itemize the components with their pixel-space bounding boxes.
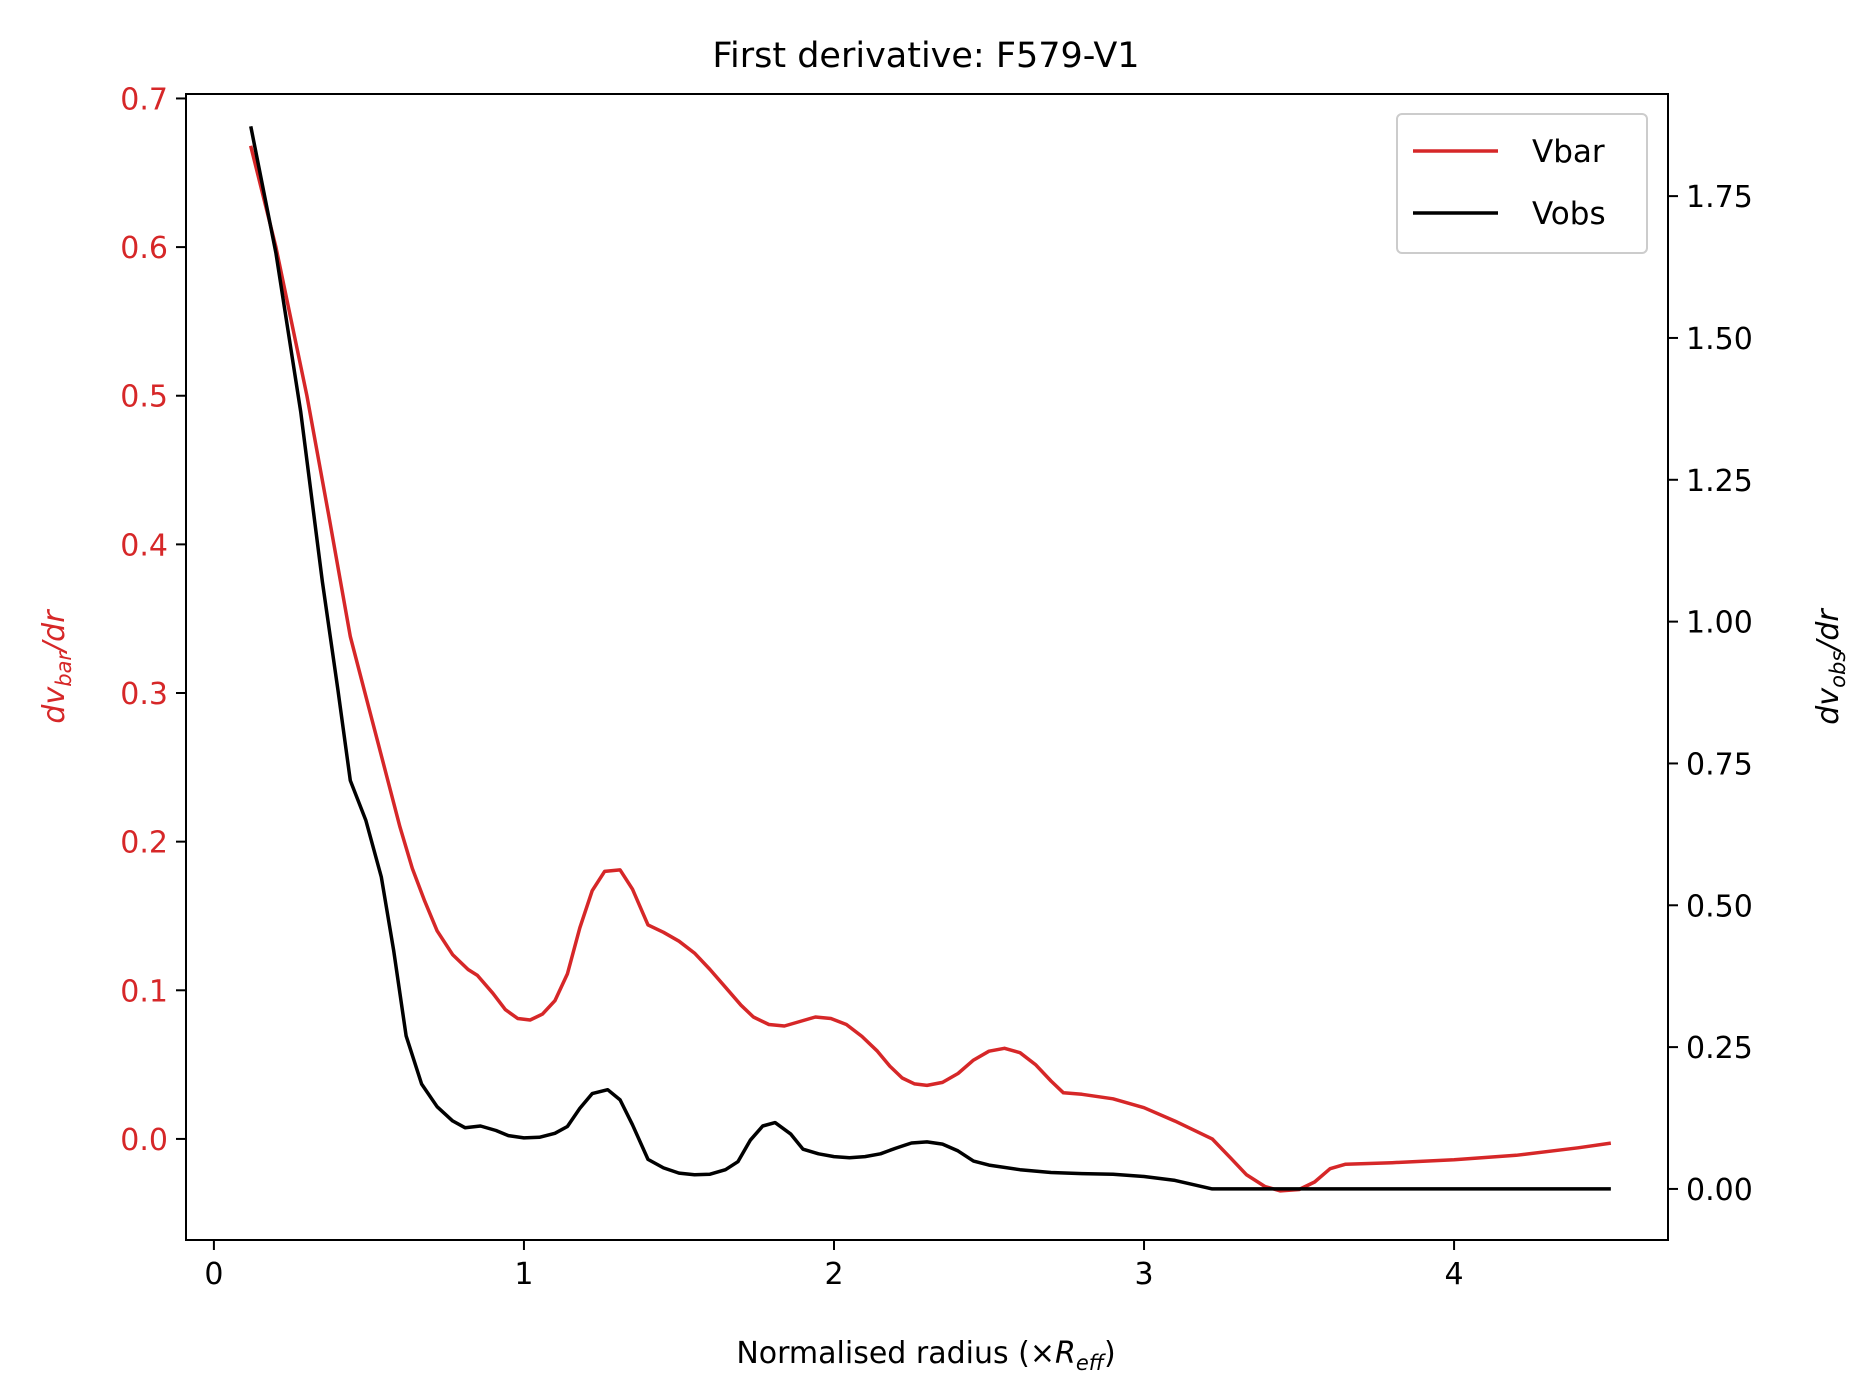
legend-vobs-label: Vobs <box>1532 196 1606 232</box>
series-layer <box>248 125 1612 1193</box>
legend-vbar-label: Vbar <box>1532 134 1605 170</box>
y-right-tick-label: 1.00 <box>1686 606 1753 641</box>
legend-box <box>1396 113 1648 254</box>
x-tick-label: 2 <box>824 1257 843 1292</box>
y-left-tick-label: 0.3 <box>120 677 168 712</box>
y-right-tick-label: 0.00 <box>1686 1173 1753 1208</box>
x-axis: 0 1 2 3 4 <box>204 1240 1464 1292</box>
y-left-tick-label: 0.2 <box>120 826 168 861</box>
series-line-vobs <box>249 125 1611 1191</box>
series-line-vbar <box>248 145 1612 1193</box>
x-tick-label: 4 <box>1445 1257 1464 1292</box>
x-tick-label: 1 <box>514 1257 533 1292</box>
y-left-axis-label: dvbar/dr <box>37 609 76 724</box>
x-tick-label: 0 <box>204 1257 223 1292</box>
legend: Vbar Vobs <box>1396 113 1648 254</box>
y-right-tick-label: 0.25 <box>1686 1031 1753 1066</box>
y-right-axis-label: dvobs/dr <box>1811 608 1850 725</box>
y-left-tick-label: 0.6 <box>120 231 168 266</box>
y-left-tick-label: 0.7 <box>120 82 168 117</box>
y-left-tick-label: 0.1 <box>120 974 168 1009</box>
x-axis-label: Normalised radius (×Reff) <box>736 1336 1115 1375</box>
plot-frame <box>185 93 1669 1241</box>
y-right-tick-label: 0.75 <box>1686 747 1753 782</box>
y-right-tick-label: 1.25 <box>1686 464 1753 499</box>
y-left-tick-label: 0.0 <box>120 1123 168 1158</box>
chart-title: First derivative: F579-V1 <box>712 36 1139 76</box>
y-left-tick-label: 0.4 <box>120 528 168 563</box>
y-left-axis: 0.0 0.1 0.2 0.3 0.4 0.5 0.6 0.7 <box>120 82 186 1158</box>
y-right-tick-label: 1.50 <box>1686 322 1753 357</box>
y-right-tick-label: 1.75 <box>1686 180 1753 215</box>
y-right-tick-label: 0.50 <box>1686 889 1753 924</box>
y-left-tick-label: 0.5 <box>120 380 168 415</box>
x-tick-label: 3 <box>1134 1257 1153 1292</box>
y-right-axis: 0.00 0.25 0.50 0.75 1.00 1.25 1.50 1.75 <box>1668 180 1753 1208</box>
